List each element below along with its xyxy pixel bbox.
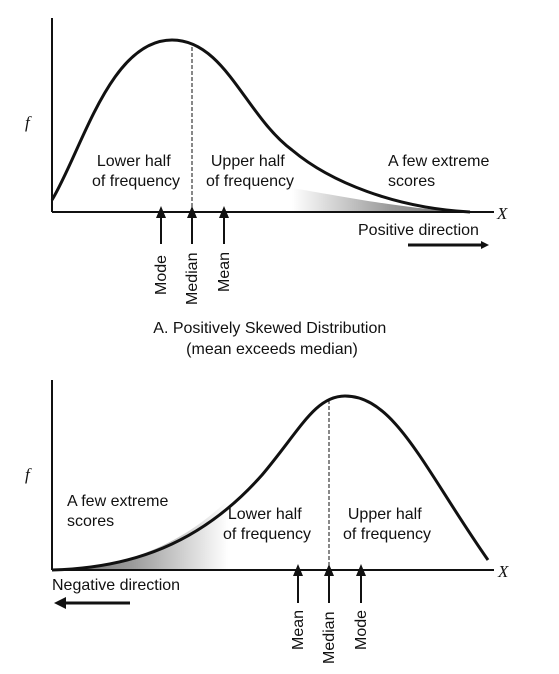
x-axis-label: X xyxy=(497,562,509,581)
distribution-curve xyxy=(50,38,471,214)
distribution-curve xyxy=(51,394,490,572)
mode-arrow xyxy=(156,206,166,244)
mean-label: Mean xyxy=(290,610,307,650)
median-label: Median xyxy=(184,253,201,305)
panel-negative-skew: f X A few extreme scores Lower half of f… xyxy=(25,380,509,664)
extreme-scores-label: A few extreme scores xyxy=(67,493,173,530)
extreme-scores-label: A few extreme scores xyxy=(388,153,494,190)
upper-half-label: Upper half of frequency xyxy=(206,153,294,190)
mean-arrow xyxy=(293,564,303,603)
y-axis-label: f xyxy=(25,113,32,132)
direction-label: Negative direction xyxy=(52,577,180,594)
median-label: Median xyxy=(321,612,338,664)
direction-arrow xyxy=(54,597,130,609)
lower-half-label: Lower half of frequency xyxy=(92,153,180,190)
x-axis-label: X xyxy=(496,204,508,223)
mode-arrow xyxy=(356,564,366,603)
panel-positive-skew: f X Lower half of frequency Upper half o… xyxy=(25,18,508,358)
tail-shading xyxy=(292,188,470,212)
mode-label: Mode xyxy=(153,255,170,295)
panel-a-caption: A. Positively Skewed Distribution (mean … xyxy=(153,320,390,358)
median-arrow xyxy=(187,206,197,244)
upper-half-label: Upper half of frequency xyxy=(343,506,431,543)
tail-shading xyxy=(52,500,228,570)
median-arrow xyxy=(324,564,334,603)
mean-arrow xyxy=(219,206,229,244)
lower-half-label: Lower half of frequency xyxy=(223,506,311,543)
mode-label: Mode xyxy=(353,610,370,650)
y-axis-label: f xyxy=(25,465,32,484)
direction-label: Positive direction xyxy=(358,222,479,239)
mean-label: Mean xyxy=(216,252,233,292)
